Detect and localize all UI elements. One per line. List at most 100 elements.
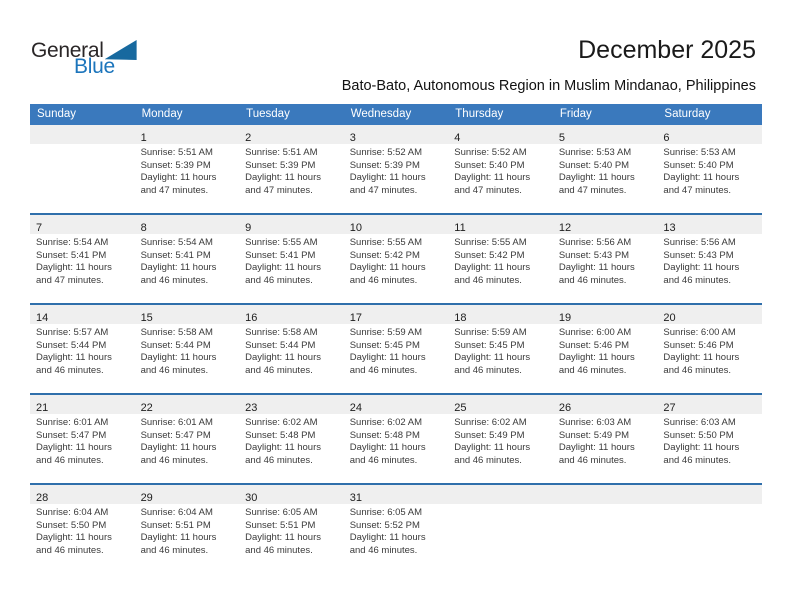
daylight-text: Daylight: 11 hours and 47 minutes.	[245, 172, 322, 196]
sunset-text: Sunset: 5:42 PM	[454, 249, 525, 261]
day-details: Sunrise: 5:54 AM Sunset: 5:41 PM Dayligh…	[30, 234, 135, 287]
page-title: December 2025	[578, 36, 756, 64]
day-details: Sunrise: 6:01 AM Sunset: 5:47 PM Dayligh…	[30, 414, 135, 467]
day-number: 23	[245, 402, 258, 414]
sunset-text: Sunset: 5:45 PM	[454, 339, 525, 351]
weekday-header-row: Sunday Monday Tuesday Wednesday Thursday Frid…	[30, 104, 762, 125]
day-number-band: 8	[134, 215, 240, 234]
day-details: Sunrise: 5:57 AM Sunset: 5:44 PM Dayligh…	[30, 324, 135, 377]
sunset-text: Sunset: 5:42 PM	[349, 249, 420, 261]
day-cell: 10 Sunrise: 5:55 AM Sunset: 5:42 PM Dayl…	[343, 215, 449, 303]
day-number-band	[30, 125, 135, 144]
day-cell: 4 Sunrise: 5:52 AM Sunset: 5:40 PM Dayli…	[448, 125, 553, 213]
sunset-text: Sunset: 5:49 PM	[454, 429, 525, 441]
day-details: Sunrise: 5:51 AM Sunset: 5:39 PM Dayligh…	[135, 144, 240, 197]
logo-triangle-icon	[104, 40, 137, 60]
day-number: 28	[36, 492, 49, 504]
day-cell: 20 Sunrise: 6:00 AM Sunset: 5:46 PM Dayl…	[657, 305, 762, 393]
day-cell: 30 Sunrise: 6:05 AM Sunset: 5:51 PM Dayl…	[239, 485, 344, 573]
day-details: Sunrise: 6:01 AM Sunset: 5:47 PM Dayligh…	[135, 414, 240, 467]
day-number-band: 12	[552, 215, 658, 234]
sunset-text: Sunset: 5:40 PM	[663, 159, 734, 171]
day-number-band: 19	[552, 305, 658, 324]
day-cell: 2 Sunrise: 5:51 AM Sunset: 5:39 PM Dayli…	[239, 125, 344, 213]
day-cell	[30, 125, 135, 213]
day-details: Sunrise: 6:03 AM Sunset: 5:49 PM Dayligh…	[553, 414, 658, 467]
sunset-text: Sunset: 5:45 PM	[349, 339, 420, 351]
daylight-text: Daylight: 11 hours and 46 minutes.	[140, 262, 217, 286]
day-cell: 29 Sunrise: 6:04 AM Sunset: 5:51 PM Dayl…	[134, 485, 240, 573]
sunset-text: Sunset: 5:47 PM	[36, 429, 107, 441]
sunset-text: Sunset: 5:47 PM	[140, 429, 211, 441]
day-number: 22	[140, 402, 153, 414]
weekday-header: Wednesday	[350, 108, 412, 120]
sunrise-text: Sunrise: 5:54 AM	[140, 237, 213, 248]
day-number-band: 17	[343, 305, 449, 324]
day-number-band	[552, 485, 658, 504]
sunrise-text: Sunrise: 6:01 AM	[140, 417, 213, 428]
sunrise-text: Sunrise: 6:05 AM	[245, 507, 318, 518]
day-number: 13	[663, 222, 676, 234]
day-cell: 16 Sunrise: 5:58 AM Sunset: 5:44 PM Dayl…	[239, 305, 344, 393]
daylight-text: Daylight: 11 hours and 47 minutes.	[140, 172, 217, 196]
day-number-band: 10	[343, 215, 449, 234]
day-details: Sunrise: 5:52 AM Sunset: 5:39 PM Dayligh…	[344, 144, 449, 197]
sunrise-text: Sunrise: 5:52 AM	[349, 147, 423, 158]
sunset-text: Sunset: 5:50 PM	[663, 429, 734, 441]
day-cell	[552, 485, 658, 573]
day-number: 26	[558, 402, 572, 414]
sunrise-text: Sunrise: 5:59 AM	[454, 327, 527, 338]
sunset-text: Sunset: 5:40 PM	[558, 159, 630, 171]
sunset-text: Sunset: 5:41 PM	[140, 249, 211, 261]
day-number-band: 15	[134, 305, 240, 324]
day-number-band: 2	[239, 125, 344, 144]
day-cell: 3 Sunrise: 5:52 AM Sunset: 5:39 PM Dayli…	[343, 125, 449, 213]
sunset-text: Sunset: 5:52 PM	[349, 519, 420, 531]
day-number: 15	[140, 312, 153, 324]
day-details: Sunrise: 5:58 AM Sunset: 5:44 PM Dayligh…	[239, 324, 344, 377]
day-details: Sunrise: 5:55 AM Sunset: 5:42 PM Dayligh…	[448, 234, 553, 287]
day-cell: 7 Sunrise: 5:54 AM Sunset: 5:41 PM Dayli…	[30, 215, 135, 303]
daylight-text: Daylight: 11 hours and 46 minutes.	[349, 352, 426, 376]
daylight-text: Daylight: 11 hours and 46 minutes.	[349, 442, 426, 466]
sunrise-text: Sunrise: 6:04 AM	[140, 507, 213, 518]
weekday-header: Friday	[559, 108, 592, 120]
day-cell: 31 Sunrise: 6:05 AM Sunset: 5:52 PM Dayl…	[343, 485, 449, 573]
day-cell: 24 Sunrise: 6:02 AM Sunset: 5:48 PM Dayl…	[343, 395, 449, 483]
day-details: Sunrise: 6:00 AM Sunset: 5:46 PM Dayligh…	[553, 324, 658, 377]
day-cell: 19 Sunrise: 6:00 AM Sunset: 5:46 PM Dayl…	[552, 305, 658, 393]
day-number-band: 6	[657, 125, 762, 144]
day-number-band: 3	[343, 125, 449, 144]
sunset-text: Sunset: 5:40 PM	[454, 159, 525, 171]
day-cell: 25 Sunrise: 6:02 AM Sunset: 5:49 PM Dayl…	[448, 395, 553, 483]
day-details	[448, 504, 553, 507]
daylight-text: Daylight: 11 hours and 46 minutes.	[454, 442, 531, 466]
day-number-band: 25	[448, 395, 553, 414]
day-cell	[448, 485, 553, 573]
day-details	[30, 144, 135, 147]
day-details: Sunrise: 6:03 AM Sunset: 5:50 PM Dayligh…	[657, 414, 762, 467]
logo-word-general: General	[31, 39, 104, 62]
day-details: Sunrise: 5:58 AM Sunset: 5:44 PM Dayligh…	[135, 324, 240, 377]
daylight-text: Daylight: 11 hours and 46 minutes.	[36, 532, 112, 556]
weekday-header: Sunday	[37, 108, 77, 120]
day-details: Sunrise: 6:05 AM Sunset: 5:52 PM Dayligh…	[344, 504, 449, 557]
day-number-band: 23	[239, 395, 344, 414]
day-number-band: 18	[448, 305, 553, 324]
day-details: Sunrise: 5:53 AM Sunset: 5:40 PM Dayligh…	[553, 144, 658, 197]
day-number: 16	[245, 312, 258, 324]
day-details: Sunrise: 6:00 AM Sunset: 5:46 PM Dayligh…	[657, 324, 762, 377]
sunset-text: Sunset: 5:48 PM	[245, 429, 316, 441]
day-details: Sunrise: 6:02 AM Sunset: 5:48 PM Dayligh…	[239, 414, 344, 467]
sunset-text: Sunset: 5:51 PM	[245, 519, 316, 531]
sunrise-text: Sunrise: 5:59 AM	[349, 327, 423, 338]
day-number: 4	[454, 132, 461, 144]
sunrise-text: Sunrise: 6:01 AM	[36, 417, 109, 428]
day-details: Sunrise: 5:54 AM Sunset: 5:41 PM Dayligh…	[135, 234, 240, 287]
sunrise-text: Sunrise: 5:52 AM	[454, 147, 527, 158]
sunrise-text: Sunrise: 5:53 AM	[558, 147, 632, 158]
day-details: Sunrise: 5:51 AM Sunset: 5:39 PM Dayligh…	[239, 144, 344, 197]
daylight-text: Daylight: 11 hours and 47 minutes.	[663, 172, 740, 196]
day-cell: 15 Sunrise: 5:58 AM Sunset: 5:44 PM Dayl…	[134, 305, 240, 393]
day-cell: 11 Sunrise: 5:55 AM Sunset: 5:42 PM Dayl…	[448, 215, 553, 303]
